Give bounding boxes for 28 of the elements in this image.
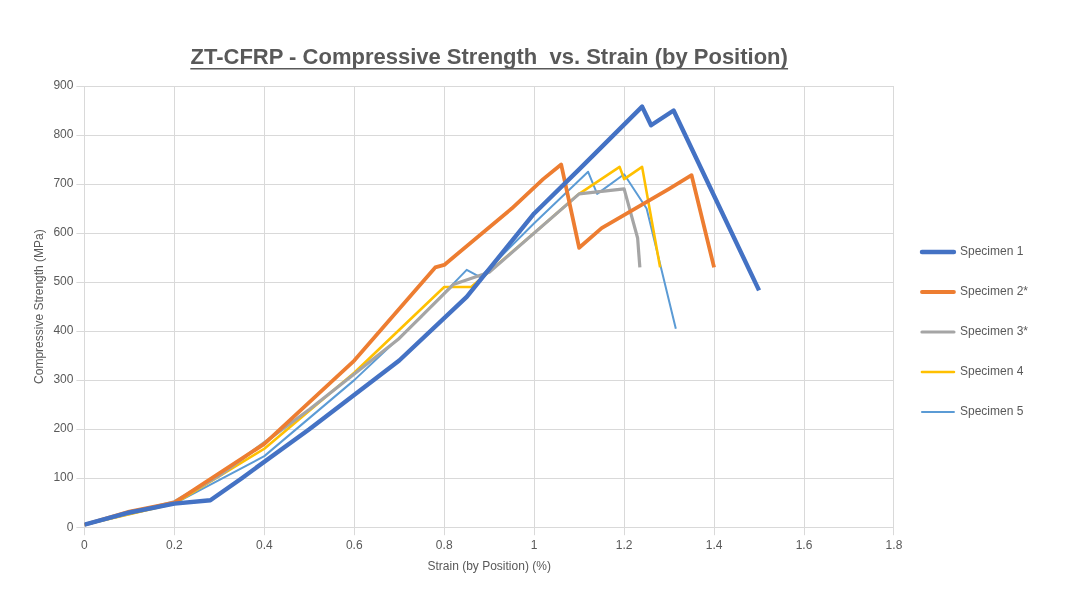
legend-label: Specimen 1 [959, 244, 1024, 259]
legend-label: Specimen 5 [959, 404, 1024, 419]
y-tick-label: 200 [53, 421, 74, 436]
y-tick-label: 600 [53, 225, 74, 240]
x-tick-label: 1.2 [615, 537, 633, 552]
y-tick-label: 0 [66, 519, 74, 534]
x-tick-label: 1 [530, 537, 538, 552]
x-tick-label: 1.8 [885, 537, 903, 552]
x-tick-label: 0.4 [255, 537, 273, 552]
y-tick-label: 900 [53, 78, 74, 93]
y-tick-label: 100 [53, 470, 74, 485]
legend-label: Specimen 2* [959, 284, 1029, 299]
x-axis-title: Strain (by Position) (%) [427, 559, 551, 574]
x-tick-label: 0.6 [345, 537, 363, 552]
y-axis-title: Compressive Strength (MPa) [31, 229, 46, 384]
y-tick-label: 700 [53, 176, 74, 191]
x-tick-label: 0.2 [166, 537, 184, 552]
legend-label: Specimen 4 [959, 364, 1024, 379]
x-tick-label: 0.8 [435, 537, 453, 552]
x-tick-label: 0 [81, 537, 89, 552]
chart-title: ZT-CFRP - Compressive Strength vs. Strain (by Position) [190, 44, 788, 69]
y-tick-label: 400 [53, 323, 74, 338]
x-tick-label: 1.6 [795, 537, 813, 552]
x-tick-label: 1.4 [705, 537, 723, 552]
y-tick-label: 500 [53, 274, 74, 289]
y-tick-label: 800 [53, 127, 74, 142]
legend-label: Specimen 3* [959, 324, 1029, 339]
y-tick-label: 300 [53, 372, 74, 387]
